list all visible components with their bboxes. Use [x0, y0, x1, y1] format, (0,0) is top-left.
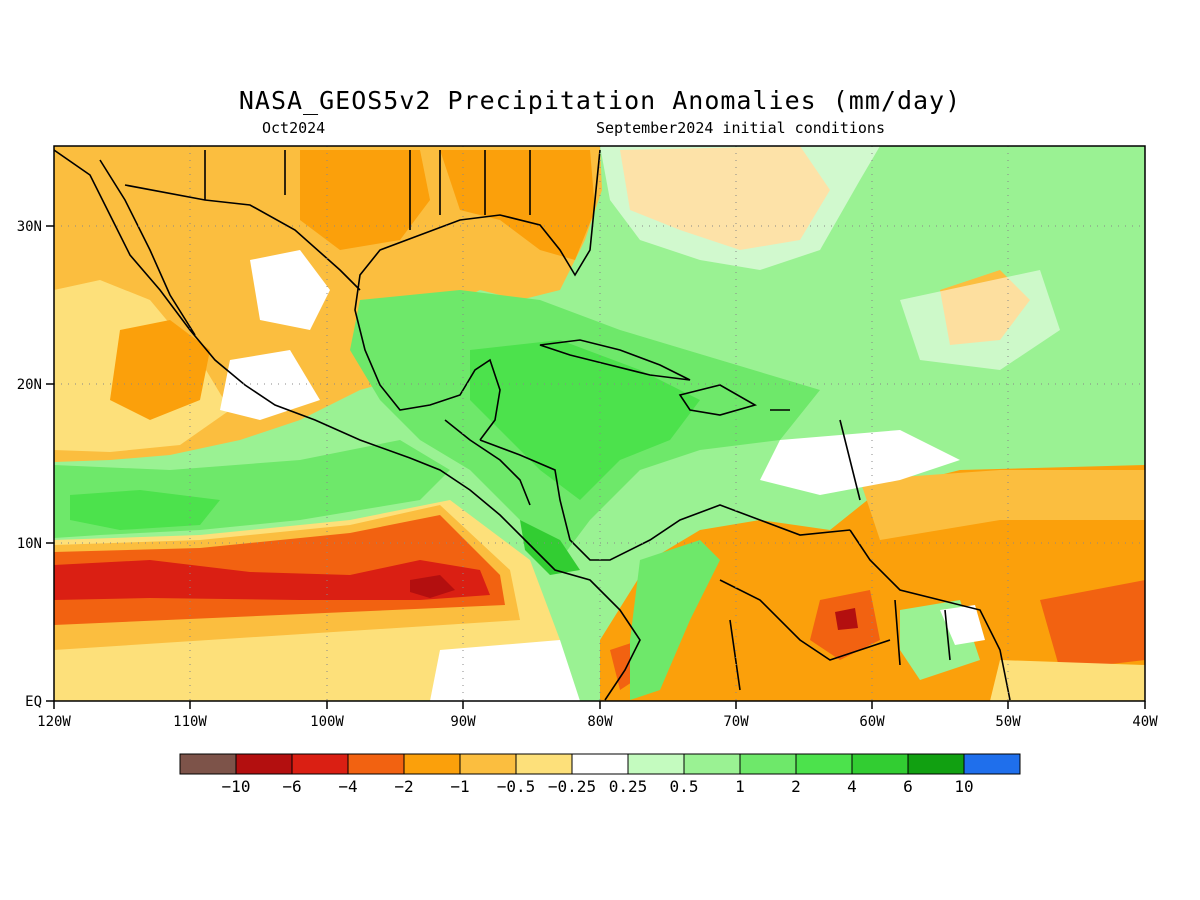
- colorbar-swatch: [795, 753, 853, 775]
- colorbar-label: −1: [450, 777, 469, 796]
- colorbar-label: 0.5: [670, 777, 699, 796]
- x-tick-label: 100W: [310, 714, 344, 730]
- colorbar-label: −2: [394, 777, 413, 796]
- coast-gulf: [354, 149, 601, 441]
- colorbar-swatch: [179, 753, 237, 775]
- coastlines: [54, 149, 1011, 701]
- colorbar-label: −6: [282, 777, 301, 796]
- colorbar-swatch: [347, 753, 405, 775]
- anomaly-field: [54, 146, 1145, 701]
- x-tick-label: 50W: [995, 714, 1021, 730]
- colorbar: −10 −6 −4 −2 −1 −0.5 −0.25 0.25 0.5 1 2 4 6 10: [179, 753, 1021, 796]
- colorbar-swatch: [403, 753, 461, 775]
- wet-peak-caribbean: [470, 340, 700, 500]
- colorbar-swatch: [571, 753, 629, 775]
- colorbar-swatch: [907, 753, 965, 775]
- colorbar-label: 6: [903, 777, 913, 796]
- initial-conditions: September2024 initial conditions: [596, 119, 885, 137]
- x-tick-label: 70W: [723, 714, 749, 730]
- coast-antilles: [839, 419, 861, 501]
- colorbar-swatch: [963, 753, 1021, 775]
- coast-hispaniola: [678, 384, 758, 416]
- colorbar-label: 10: [954, 777, 973, 796]
- colorbar-swatch: [459, 753, 517, 775]
- border-central-america: [444, 419, 531, 506]
- colorbar-swatch: [851, 753, 909, 775]
- x-axis-labels: 120W 110W 100W 90W 80W 70W 60W 50W 40W: [37, 714, 1158, 730]
- dry-region-texas: [300, 150, 430, 250]
- neutral-gulf: [250, 250, 330, 330]
- coast-cuba: [539, 339, 691, 381]
- border-south-america: [719, 579, 951, 691]
- colorbar-swatch: [235, 753, 293, 775]
- grid-lines: [54, 146, 1145, 701]
- x-tick-label: 40W: [1132, 714, 1158, 730]
- axis-ticks: [46, 225, 1146, 709]
- forecast-month: Oct2024: [262, 119, 326, 137]
- dry-band-pacific-red: [54, 560, 490, 600]
- wet-peak-central-america: [520, 520, 580, 575]
- coast-south-america-north: [849, 529, 1011, 701]
- dry-band-pacific-dark: [410, 575, 455, 598]
- dry-region-south-america-light: [860, 470, 1145, 540]
- coast-caribbean: [479, 439, 851, 561]
- x-tick-label: 110W: [173, 714, 207, 730]
- dry-region-gulf-coast: [440, 150, 595, 260]
- x-tick-label: 90W: [450, 714, 476, 730]
- map-title: NASA_GEOS5v2 Precipitation Anomalies (mm…: [238, 86, 962, 115]
- coast-pacific-mexico: [54, 149, 641, 701]
- colorbar-label: 4: [847, 777, 857, 796]
- colorbar-label: −4: [338, 777, 357, 796]
- colorbar-swatch: [515, 753, 573, 775]
- colorbar-swatch: [291, 753, 349, 775]
- neutral-transition-west: [220, 350, 320, 420]
- y-tick-label: EQ: [25, 694, 42, 710]
- colorbar-label: −10: [222, 777, 251, 796]
- wet-strip-colombia: [630, 540, 720, 700]
- colorbar-label: 1: [735, 777, 745, 796]
- border-us-states: [204, 150, 531, 230]
- neutral-pacific-south: [430, 640, 580, 701]
- x-tick-label: 60W: [859, 714, 885, 730]
- colorbar-swatch: [683, 753, 741, 775]
- colorbar-label: −0.25: [548, 777, 596, 796]
- x-tick-label: 120W: [37, 714, 71, 730]
- wet-band-pacific-core: [70, 490, 220, 530]
- y-tick-label: 20N: [17, 377, 42, 393]
- neutral-patch-guiana: [940, 605, 985, 645]
- dry-region-atlantic-deep: [1040, 580, 1145, 670]
- dry-spot-venezuela: [835, 608, 858, 630]
- neutral-transition-east: [760, 430, 960, 495]
- colorbar-label: 0.25: [609, 777, 648, 796]
- colorbar-label: 2: [791, 777, 801, 796]
- y-tick-label: 10N: [17, 536, 42, 552]
- x-tick-label: 80W: [587, 714, 613, 730]
- y-tick-label: 30N: [17, 219, 42, 235]
- dry-region-mexico-deep: [110, 320, 210, 420]
- dry-region-atlantic-south: [990, 660, 1145, 701]
- coast-baja: [99, 159, 196, 336]
- colorbar-label: −0.5: [497, 777, 536, 796]
- neutral-atlantic-mid: [900, 270, 1060, 370]
- neutral-atlantic-north: [600, 146, 880, 270]
- colorbar-swatch: [739, 753, 797, 775]
- y-axis-labels: EQ 10N 20N 30N: [17, 219, 42, 710]
- border-us-mexico: [124, 184, 361, 291]
- colorbar-swatch: [627, 753, 685, 775]
